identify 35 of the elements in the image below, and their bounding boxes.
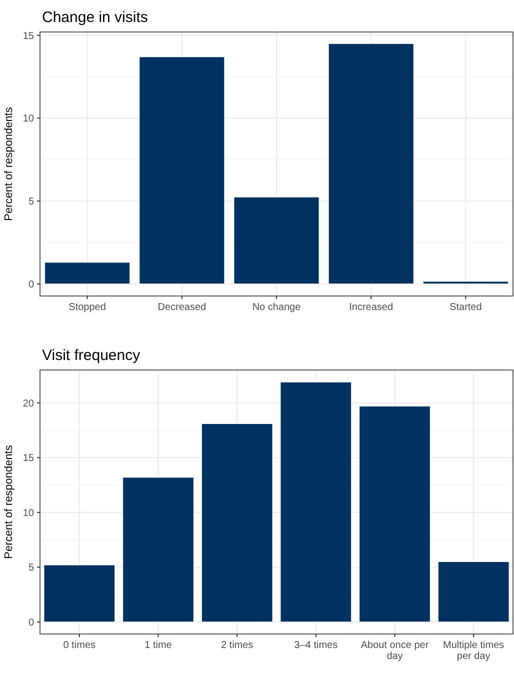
y-tick-label: 15 bbox=[22, 30, 34, 42]
y-tick-label: 20 bbox=[22, 398, 34, 410]
chart-title: Visit frequency bbox=[42, 347, 141, 364]
bar bbox=[328, 43, 414, 284]
bar bbox=[201, 423, 273, 622]
x-tick-label: 1 time bbox=[144, 640, 172, 651]
bar bbox=[122, 477, 194, 622]
chart-title: Change in visits bbox=[42, 9, 148, 26]
y-tick-label: 10 bbox=[22, 508, 34, 519]
y-tick-label: 10 bbox=[22, 114, 34, 125]
x-tick-label: About once per day bbox=[360, 640, 430, 662]
x-tick-label: Stopped bbox=[68, 302, 106, 313]
y-tick-label: 0 bbox=[28, 617, 34, 628]
y-tick-label: 15 bbox=[22, 453, 34, 464]
x-tick-label: Multiple times per day bbox=[443, 640, 504, 662]
x-tick-label: Started bbox=[450, 302, 482, 313]
bar bbox=[44, 262, 130, 284]
x-tick-label: Increased bbox=[349, 302, 394, 313]
y-axis-title: Percent of respondents bbox=[3, 106, 15, 221]
bar bbox=[44, 564, 116, 622]
x-tick-label: 2 times bbox=[220, 640, 254, 651]
bar bbox=[358, 406, 431, 622]
y-axis-title: Percent of respondents bbox=[3, 444, 15, 559]
x-tick-label: Decreased bbox=[158, 302, 206, 313]
y-tick-label: 5 bbox=[28, 196, 34, 208]
x-tick-label: 3–4 times bbox=[294, 640, 338, 651]
y-tick-label: 5 bbox=[28, 562, 34, 574]
bar bbox=[422, 281, 509, 284]
bar bbox=[234, 196, 320, 284]
y-tick-label: 0 bbox=[28, 279, 34, 290]
bar bbox=[139, 56, 225, 284]
bar bbox=[438, 561, 510, 622]
x-tick-label: No change bbox=[252, 302, 302, 313]
bar bbox=[280, 382, 352, 622]
x-tick-label: 0 times bbox=[63, 640, 96, 651]
